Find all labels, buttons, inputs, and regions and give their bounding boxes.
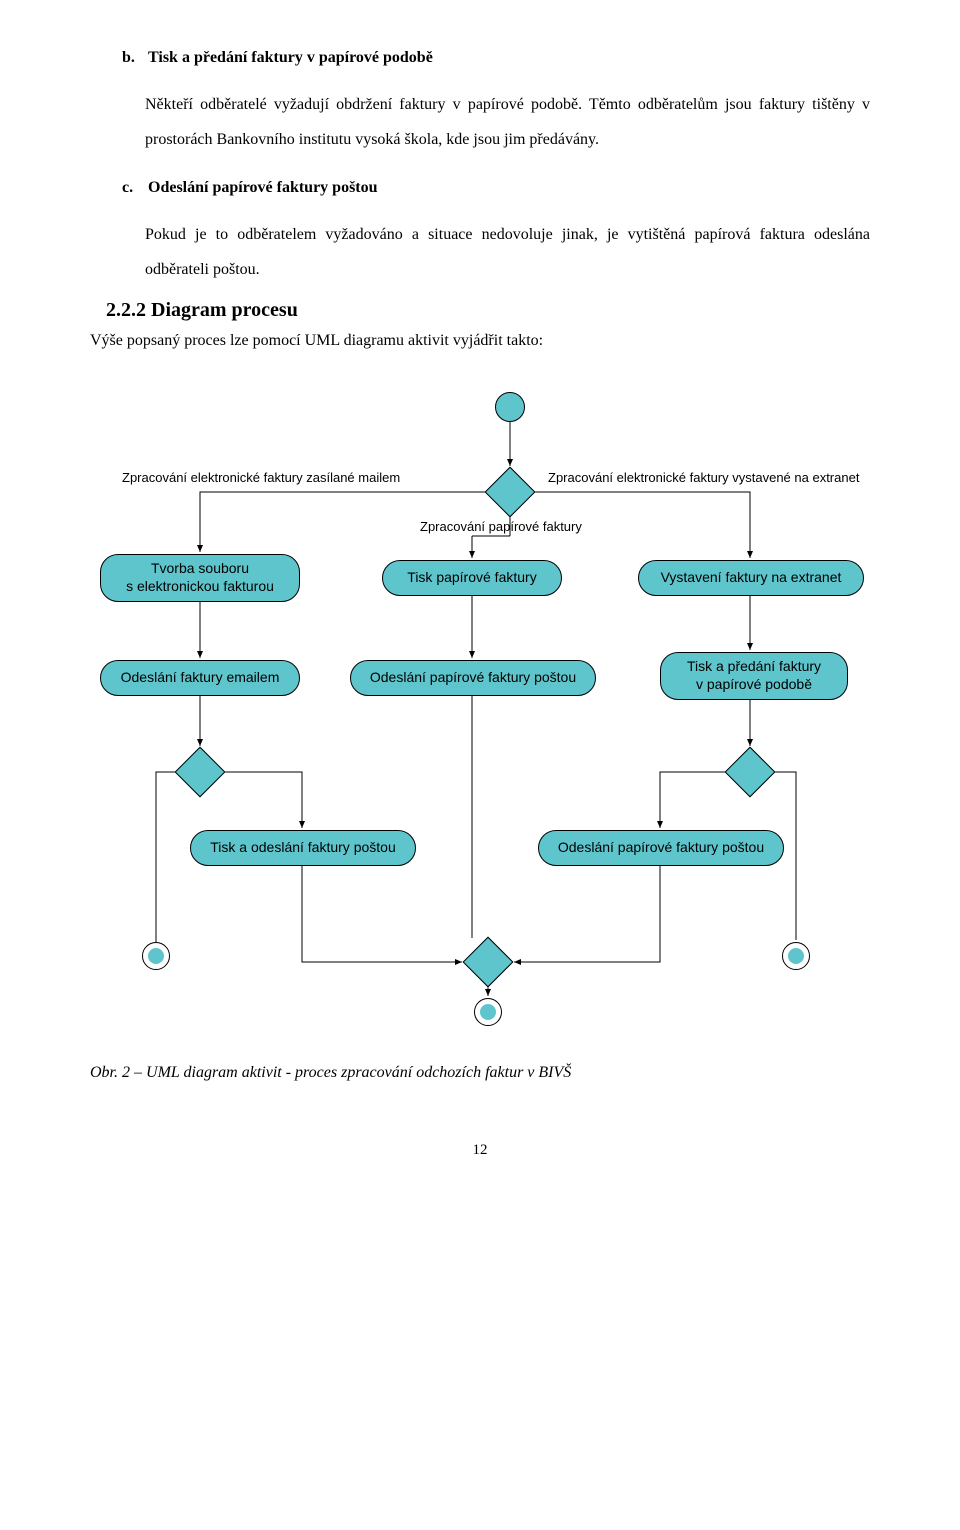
- decision-initial: [485, 466, 536, 517]
- activity-tvorba-souboru: Tvorba souborus elektronickou fakturou: [100, 554, 300, 602]
- activity-odeslani-email: Odeslání faktury emailem: [100, 660, 300, 696]
- branch-label-center: Zpracování papírové faktury: [420, 519, 582, 534]
- activity-tisk-papirove: Tisk papírové faktury: [382, 560, 562, 596]
- section-heading: 2.2.2 Diagram procesu: [106, 299, 870, 322]
- start-node: [495, 392, 525, 422]
- item-c-label: c.: [122, 170, 144, 205]
- decision-right: [725, 746, 776, 797]
- item-b-label: b.: [122, 40, 144, 75]
- end-node-center: [474, 998, 502, 1026]
- figure-caption: Obr. 2 – UML diagram aktivit - proces zp…: [90, 1064, 870, 1082]
- branch-label-left: Zpracování elektronické faktury zasílané…: [122, 470, 400, 485]
- activity-vystaveni-extranet: Vystavení faktury na extranet: [638, 560, 864, 596]
- end-node-left: [142, 942, 170, 970]
- item-b-head: Tisk a předání faktury v papírové podobě: [148, 49, 433, 66]
- activity-tisk-odeslani-postou: Tisk a odeslání faktury poštou: [190, 830, 416, 866]
- merge-node: [463, 936, 514, 987]
- uml-activity-diagram: Zpracování elektronické faktury zasílané…: [90, 384, 870, 1024]
- item-b-body: Někteří odběratelé vyžadují obdržení fak…: [90, 87, 870, 157]
- activity-odeslani-postou-1: Odeslání papírové faktury poštou: [350, 660, 596, 696]
- activity-odeslani-postou-2: Odeslání papírové faktury poštou: [538, 830, 784, 866]
- end-node-right: [782, 942, 810, 970]
- activity-tisk-predani: Tisk a předání fakturyv papírové podobě: [660, 652, 848, 700]
- item-c-head: Odeslání papírové faktury poštou: [148, 179, 378, 196]
- list-item-c: c. Odeslání papírové faktury poštou: [90, 170, 870, 205]
- item-c-body: Pokud je to odběratelem vyžadováno a sit…: [90, 217, 870, 287]
- page-number: 12: [90, 1142, 870, 1159]
- section-intro: Výše popsaný proces lze pomocí UML diagr…: [90, 328, 870, 354]
- branch-label-right: Zpracování elektronické faktury vystaven…: [548, 470, 859, 485]
- list-item-b: b. Tisk a předání faktury v papírové pod…: [90, 40, 870, 75]
- decision-left: [175, 746, 226, 797]
